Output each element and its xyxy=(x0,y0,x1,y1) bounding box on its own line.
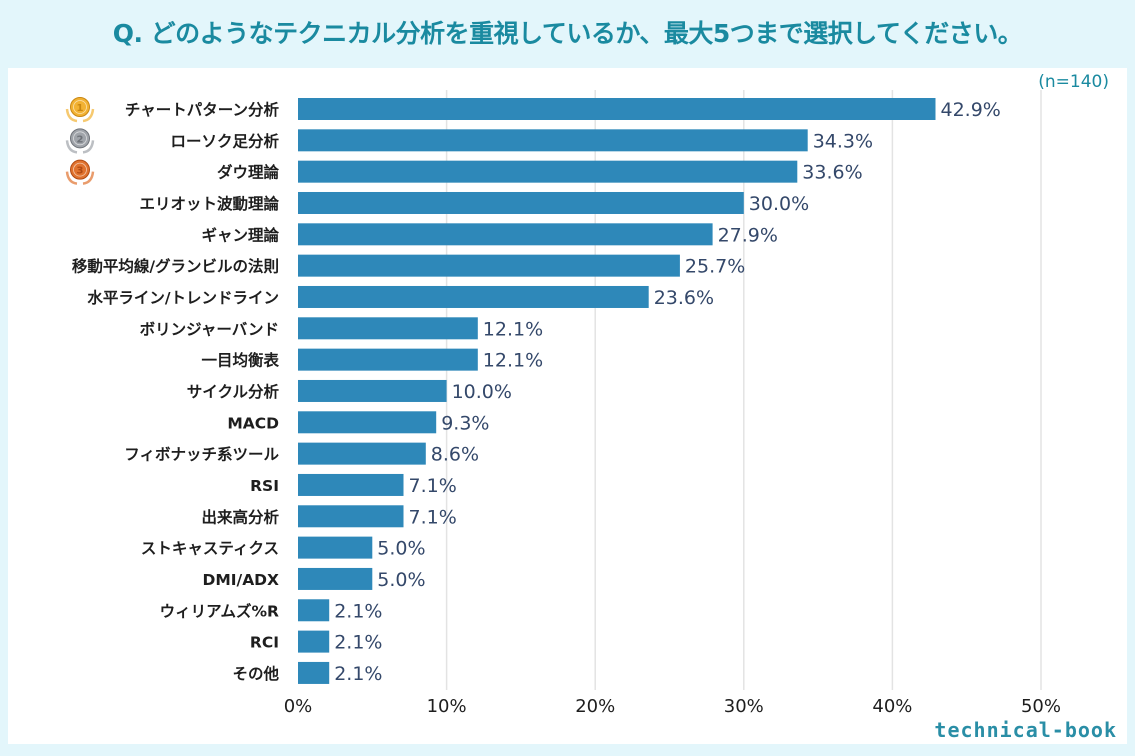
bars xyxy=(298,98,936,684)
category-label: 移動平均線/グランビルの法則 xyxy=(72,257,279,276)
category-label: ローソク足分析 xyxy=(170,131,279,150)
chart-title: Q. どのようなテクニカル分析を重視しているか、最大5つまで選択してください。 xyxy=(112,19,1023,48)
category-label: ギャン理論 xyxy=(201,225,279,244)
category-label: ウィリアムズ%R xyxy=(160,601,279,620)
x-tick-label: 50% xyxy=(1021,696,1061,717)
value-label: 2.1% xyxy=(334,600,382,622)
value-label: 7.1% xyxy=(409,475,457,497)
value-labels: 42.9% 34.3% 33.6% 30.0% 27.9% 25.7% 23.6% 12.1%… xyxy=(334,99,1001,685)
medal-rank: 3 xyxy=(77,166,84,177)
value-label: 5.0% xyxy=(377,569,425,591)
rank-medals: 1 2 3 xyxy=(65,97,95,185)
category-label: ストキャスティクス xyxy=(141,540,279,558)
bar xyxy=(298,567,373,590)
x-tick-label: 30% xyxy=(724,696,764,717)
bar xyxy=(298,348,478,371)
bar xyxy=(298,191,744,214)
bar xyxy=(298,254,680,277)
category-label: エリオット波動理論 xyxy=(139,194,279,213)
value-label: 8.6% xyxy=(431,444,479,466)
brand-logo: technical-book xyxy=(934,718,1117,742)
sample-size-label: (n=140) xyxy=(1038,72,1109,92)
bar xyxy=(298,599,330,622)
bar xyxy=(298,536,373,559)
value-label: 9.3% xyxy=(441,412,489,434)
value-label: 10.0% xyxy=(452,381,512,403)
category-label: フィボナッチ系ツール xyxy=(124,446,279,464)
value-label: 25.7% xyxy=(685,256,745,278)
x-axis-ticks: 0% 10% 20% 30% 40% 50% xyxy=(284,696,1061,717)
value-label: 2.1% xyxy=(334,632,382,654)
value-label: 42.9% xyxy=(940,99,1000,121)
value-label: 27.9% xyxy=(718,224,778,246)
bar xyxy=(298,442,426,465)
category-label: その他 xyxy=(232,664,279,683)
category-label: RCI xyxy=(250,634,279,652)
value-label: 30.0% xyxy=(749,193,809,215)
x-tick-label: 40% xyxy=(872,696,912,717)
bar xyxy=(298,98,936,120)
value-label: 7.1% xyxy=(409,506,457,528)
category-label: 水平ライン/トレンドライン xyxy=(87,288,279,307)
category-label: チャートパターン分析 xyxy=(125,100,280,119)
bar xyxy=(298,505,404,528)
silver-medal-icon: 2 xyxy=(65,128,95,154)
medal-rank: 1 xyxy=(77,103,84,114)
value-label: 34.3% xyxy=(813,130,873,152)
bar xyxy=(298,285,649,308)
bar xyxy=(298,630,330,653)
category-label: ダウ理論 xyxy=(217,163,280,182)
category-label: RSI xyxy=(250,477,279,495)
bar xyxy=(298,473,404,496)
gridlines xyxy=(445,90,1042,690)
category-label: サイクル分析 xyxy=(187,382,280,401)
bar xyxy=(298,411,437,434)
value-label: 33.6% xyxy=(802,162,862,184)
bar xyxy=(298,160,798,183)
bar xyxy=(298,661,330,684)
gold-medal-icon: 1 xyxy=(65,97,95,123)
value-label: 5.0% xyxy=(377,538,425,560)
value-label: 2.1% xyxy=(334,663,382,685)
value-label: 12.1% xyxy=(483,318,543,340)
category-label: MACD xyxy=(227,414,279,432)
category-label: ボリンジャーバンド xyxy=(140,320,279,338)
category-labels: チャートパターン分析ローソク足分析ダウ理論エリオット波動理論ギャン理論移動平均線… xyxy=(72,100,280,683)
bar xyxy=(298,379,447,402)
bar xyxy=(298,317,478,340)
x-tick-label: 0% xyxy=(284,696,313,717)
bronze-medal-icon: 3 xyxy=(65,159,95,185)
category-label: 一目均衡表 xyxy=(201,351,279,370)
x-tick-label: 20% xyxy=(575,696,615,717)
value-label: 23.6% xyxy=(654,287,714,309)
x-tick-label: 10% xyxy=(427,696,467,717)
value-label: 12.1% xyxy=(483,350,543,372)
category-label: DMI/ADX xyxy=(202,571,279,589)
bar xyxy=(298,223,713,246)
bar xyxy=(298,129,808,152)
medal-rank: 2 xyxy=(77,134,84,145)
category-label: 出来高分析 xyxy=(201,507,279,526)
